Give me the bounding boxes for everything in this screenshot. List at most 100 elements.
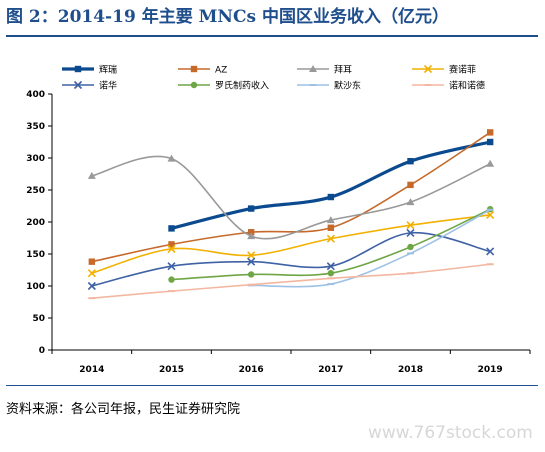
legend-swatch-marker (190, 81, 198, 89)
x-tick-label: 2019 (478, 365, 503, 375)
data-point (407, 181, 414, 189)
legend-swatch-marker (423, 64, 433, 74)
series-line (91, 131, 491, 263)
legend-swatch-marker (73, 80, 83, 90)
data-point (407, 158, 414, 165)
x-tick-label: 2017 (318, 365, 343, 375)
figure-title: 图 2：2014-19 年主要 MNCs 中国区业务收入（亿元） (6, 7, 449, 27)
data-point (327, 270, 335, 277)
y-tick-label: 300 (26, 154, 45, 164)
series-3 (87, 154, 495, 240)
data-point (486, 159, 495, 167)
data-point (168, 290, 175, 293)
legend-label: 辉瑞 (99, 64, 117, 76)
legend-label: 诺华 (99, 80, 117, 92)
legend-label: 赛诺菲 (449, 64, 476, 76)
legend-item-2: AZ (178, 66, 227, 76)
series-line (251, 209, 491, 288)
data-point (247, 283, 255, 286)
data-point (326, 262, 335, 271)
source-rule (6, 385, 538, 386)
x-tick-label: 2014 (79, 365, 104, 375)
data-point (88, 258, 96, 265)
data-point (247, 271, 255, 278)
legend-swatch-marker (424, 84, 432, 86)
y-tick-label: 50 (32, 314, 45, 324)
data-point (87, 171, 96, 179)
series-2 (88, 129, 494, 265)
data-point (326, 234, 335, 243)
data-point (407, 272, 414, 275)
data-point (407, 252, 414, 255)
legend-item-1: 辉瑞 (62, 64, 117, 76)
data-point (247, 232, 256, 240)
y-axis: 0 50 100 150 200 250 300 350 400 (26, 90, 53, 356)
series-8 (88, 263, 494, 300)
y-tick-label: 200 (26, 218, 45, 228)
source-note: 资料来源：各公司年报，民生证券研究院 (6, 402, 241, 417)
data-point (88, 297, 96, 300)
data-point (167, 262, 176, 271)
data-point (486, 247, 495, 256)
data-point (486, 129, 494, 136)
data-point (327, 224, 335, 231)
data-point (486, 263, 494, 266)
x-axis: 2014 2015 2016 2017 2018 2019 (51, 349, 531, 375)
y-tick-label: 0 (39, 346, 45, 356)
series-line (91, 263, 491, 299)
legend-swatch-marker (74, 65, 82, 73)
data-point (168, 225, 175, 232)
data-point (168, 276, 175, 283)
legend-label: 默沙东 (334, 80, 361, 92)
data-point (327, 193, 335, 201)
series-line (91, 155, 491, 240)
data-point (486, 210, 495, 220)
legend-item-4: 赛诺菲 (412, 64, 476, 76)
data-point (407, 243, 414, 251)
data-point (406, 221, 415, 230)
x-tick-label: 2015 (159, 365, 184, 375)
legend-label: AZ (215, 66, 227, 76)
y-tick-label: 250 (26, 186, 45, 196)
data-point (247, 257, 256, 266)
data-point (87, 281, 96, 291)
watermark: www.767stock.com (368, 423, 533, 443)
y-tick-label: 100 (26, 282, 45, 292)
y-tick-label: 150 (26, 250, 45, 260)
legend-item-8: 诺和诺德 (412, 80, 485, 92)
legend-item-6: 罗氏制药收入 (178, 80, 269, 92)
legend-swatch-marker (309, 65, 317, 72)
legend-swatch-marker (309, 84, 317, 86)
y-tick-label: 350 (26, 122, 45, 132)
x-tick-label: 2018 (398, 365, 423, 375)
data-point (247, 205, 255, 212)
y-tick-label: 400 (26, 90, 45, 100)
series-line (91, 231, 491, 287)
data-point (327, 277, 335, 280)
data-point (327, 283, 335, 286)
data-point (326, 216, 335, 224)
data-point (406, 228, 415, 237)
legend-label: 罗氏制药收入 (215, 80, 269, 92)
series-4 (87, 210, 495, 278)
series-line (171, 140, 491, 230)
data-point (406, 198, 415, 206)
legend-swatch-marker (190, 65, 198, 73)
data-point (167, 244, 176, 253)
data-point (167, 154, 176, 162)
data-point (87, 269, 96, 278)
data-point (247, 251, 256, 260)
legend-item-3: 拜耳 (297, 65, 352, 76)
data-point (486, 208, 494, 211)
legend-label: 诺和诺德 (449, 80, 485, 92)
series-line (91, 214, 491, 274)
legend-item-7: 默沙东 (297, 80, 361, 92)
legend-label: 拜耳 (334, 65, 352, 76)
plot-area (87, 129, 495, 300)
series-5 (87, 228, 495, 291)
x-tick-label: 2016 (239, 365, 264, 375)
legend-item-5: 诺华 (62, 80, 117, 92)
title-underline (6, 35, 538, 37)
